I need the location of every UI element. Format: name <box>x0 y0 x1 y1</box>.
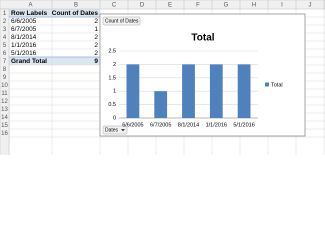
bar <box>237 64 251 118</box>
chart-title: Total <box>191 33 214 44</box>
dropdown-arrow <box>121 129 125 132</box>
bar <box>182 64 195 118</box>
x-tick-label: 1/1/2016 <box>206 122 227 128</box>
column-header: E <box>168 3 172 9</box>
row-header: 5 <box>3 43 7 49</box>
pivot-chart[interactable]: Count of Dates Total Dates 0 0.5 1 1.5 2 2.5 6… <box>99 13 306 137</box>
row-header: 7 <box>3 59 7 65</box>
column-header: B <box>74 3 78 9</box>
column-header-bar <box>0 0 325 10</box>
row-header: 13 <box>1 107 8 113</box>
column-header: D <box>140 3 145 9</box>
column-header: J <box>309 3 312 9</box>
y-tick-label: 0.5 <box>108 102 116 108</box>
field-button[interactable] <box>102 16 141 26</box>
y-tick-label: 2.5 <box>108 48 116 54</box>
y-tick-label: 2 <box>113 62 116 68</box>
column-header: C <box>112 3 117 9</box>
pivot-header: Count of Dates <box>52 10 99 17</box>
pivot-row-label: 5/1/2016 <box>11 50 37 57</box>
pivot-row-label: 8/1/2014 <box>11 34 37 41</box>
row-header: 12 <box>1 99 8 105</box>
legend-swatch <box>265 82 269 87</box>
row-header: 14 <box>1 115 8 121</box>
bar <box>209 64 223 118</box>
x-tick-label: 5/1/2016 <box>233 122 254 128</box>
pivot-count: 2 <box>94 50 98 57</box>
grand-total: Grand Total <box>11 58 47 65</box>
bar <box>126 64 140 118</box>
pivot-row-label: 1/1/2016 <box>11 42 37 49</box>
column-header: G <box>224 3 229 9</box>
pivot-count: 1 <box>94 26 98 33</box>
pivot-header-fill <box>9 9 100 17</box>
column-header: I <box>281 3 283 9</box>
row-header: 10 <box>1 83 8 89</box>
pivot-count: 2 <box>94 42 98 49</box>
row-header: 6 <box>3 51 7 57</box>
x-tick-label: 6/7/2005 <box>150 122 171 128</box>
pivot-header: Row Labels <box>11 10 48 17</box>
legend-label: Total <box>271 82 283 88</box>
column-header: F <box>196 3 200 9</box>
pivot-row-label: 6/6/2005 <box>11 18 37 25</box>
y-tick-label: 1.5 <box>108 75 116 81</box>
row-header-bar <box>0 8 10 155</box>
bar <box>154 91 168 118</box>
row-header: 4 <box>3 35 7 41</box>
row-header: 8 <box>3 67 7 73</box>
column-header: H <box>252 3 256 9</box>
grand-total-fill <box>9 57 100 65</box>
grand-total: 9 <box>94 58 98 65</box>
pivot-row-label: 6/7/2005 <box>11 26 37 33</box>
y-tick-label: 0 <box>113 115 116 121</box>
pivot-count: 2 <box>94 18 98 25</box>
pivot-count: 2 <box>94 34 98 41</box>
y-tick-label: 1 <box>113 89 116 95</box>
column-header: A <box>28 3 32 9</box>
field-button-label: Count of Dates <box>105 19 139 25</box>
page: A B C D E F G H I J 1 2 3 4 5 6 7 8 9 10 11 12 13 14 15 16 Row Lab… <box>0 0 325 155</box>
x-tick-label: 6/6/2005 <box>122 122 143 128</box>
axis-button-label: Dates <box>105 128 119 134</box>
row-header: 11 <box>1 91 8 97</box>
row-header: 2 <box>3 19 7 25</box>
row-header: 16 <box>1 131 8 137</box>
x-tick-label: 8/1/2014 <box>178 122 199 128</box>
row-header: 15 <box>1 123 8 129</box>
row-header: 1 <box>3 11 7 17</box>
row-header: 3 <box>3 27 7 33</box>
row-header: 9 <box>3 75 7 81</box>
axis-button[interactable] <box>102 125 128 135</box>
